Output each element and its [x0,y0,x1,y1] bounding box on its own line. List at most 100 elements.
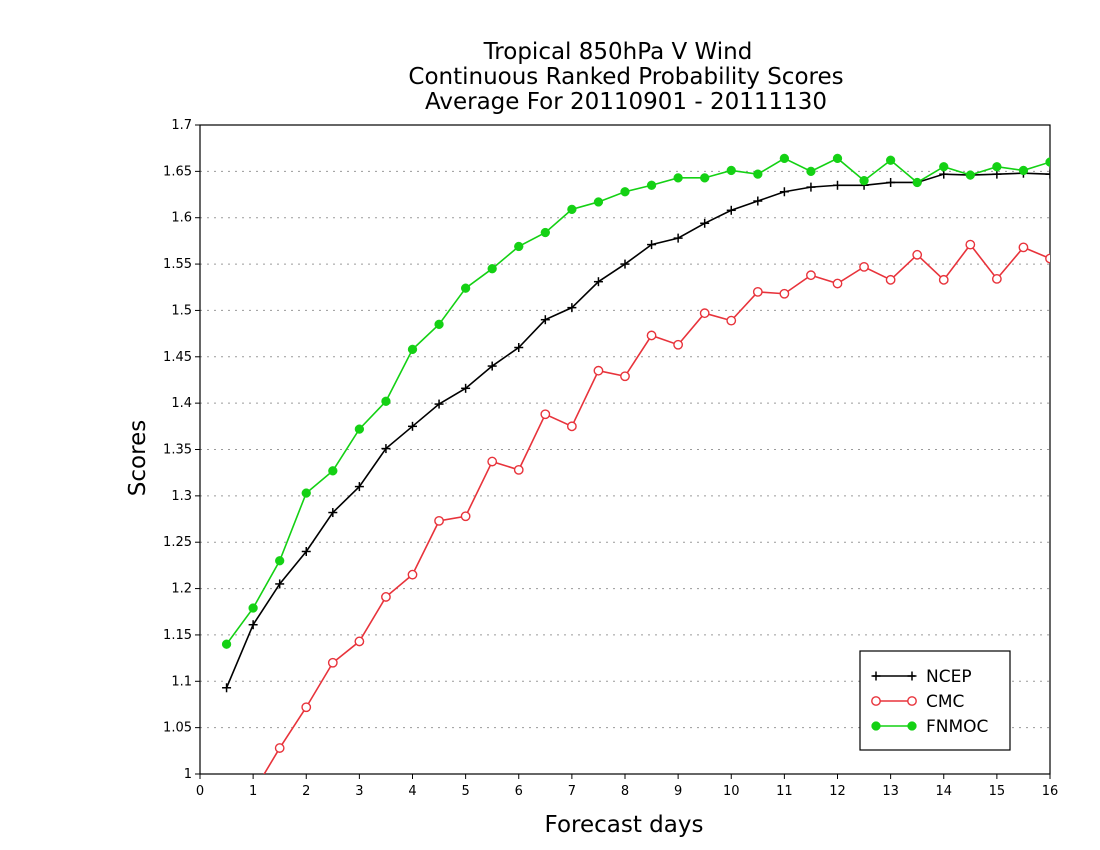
series-line [225,172,1050,689]
data-point [567,303,577,313]
data-point [222,683,232,693]
data-point [806,270,816,281]
y-tick-label: 1.6 [171,211,192,226]
legend: NCEP CMC FNMOC [859,650,1011,751]
x-tick-label: 1 [249,784,257,799]
data-point [779,153,790,164]
data-point [275,556,285,566]
x-tick-label: 9 [674,784,682,799]
data-point [859,175,869,186]
data-point [832,278,843,289]
data-point [408,421,417,431]
series-line [225,157,1050,645]
data-point [885,155,896,165]
data-point [673,233,683,243]
data-point [1018,165,1029,176]
data-point [593,197,604,207]
data-point [354,482,364,492]
series-fnmoc [221,153,1050,649]
series-cmc [263,239,1050,774]
data-point [646,330,657,341]
chart-title-line-1: Tropical 850hPa V Wind [483,39,753,65]
chart-title-line-2: Continuous Ranked Probability Scores [408,64,843,90]
data-point [487,361,497,371]
y-tick-label: 1.35 [163,443,192,458]
data-point [221,639,232,649]
data-point [513,464,524,475]
x-tick-label: 5 [461,784,469,799]
y-tick-label: 1 [184,767,192,782]
data-point [275,579,285,589]
y-tick-label: 1.05 [163,721,192,736]
data-point [912,177,922,188]
x-tick-label: 14 [935,784,952,799]
data-point [871,721,881,731]
x-tick-label: 2 [302,784,310,799]
data-point [992,162,1002,172]
legend-label: NCEP [926,667,972,687]
legend-item-cmc: CMC [871,692,964,712]
data-point [871,696,881,706]
data-point [514,343,524,353]
data-point [381,444,391,454]
data-point [514,241,524,252]
y-tick-label: 1.4 [171,396,192,411]
data-point [620,187,630,197]
x-tick-label: 8 [621,784,629,799]
data-point [540,227,550,238]
data-point [620,371,630,382]
series-ncep [222,168,1050,693]
data-point [646,180,657,190]
y-axis-label: Scores [125,420,151,496]
data-point [1045,169,1050,179]
data-point [753,196,763,206]
data-point [779,187,789,197]
legend-label: FNMOC [926,717,988,737]
data-point [248,603,258,613]
chart-title-line-3: Average For 20110901 - 20111130 [425,89,827,115]
data-point [540,409,551,420]
data-point [566,421,577,432]
y-tick-label: 1.15 [163,628,192,643]
y-tick-label: 1.45 [163,350,192,365]
y-tick-label: 1.5 [171,303,192,318]
data-point [939,162,949,172]
data-point [434,319,444,329]
data-point [381,396,391,406]
data-point [965,239,976,250]
x-tick-label: 10 [723,784,740,799]
data-point [274,743,285,753]
data-point [885,274,896,285]
data-point [327,657,338,668]
data-point [354,636,365,647]
data-point [461,383,471,393]
series-line [263,243,1050,774]
data-point [328,466,338,476]
data-point [487,264,497,274]
y-tick-label: 1.65 [163,164,192,179]
x-tick-label: 0 [196,784,204,799]
data-point [806,182,816,192]
data-point [673,339,684,350]
data-point [593,365,604,376]
series-group [221,153,1050,774]
data-point [938,274,949,285]
data-point [726,165,736,176]
y-tick-label: 1.2 [171,582,192,597]
data-point [301,702,312,713]
legend-items: NCEP CMC FNMOC [871,667,988,737]
data-point [699,308,710,319]
data-point [301,546,311,556]
data-point [460,283,471,293]
data-point [871,671,881,681]
x-tick-label: 16 [1042,784,1059,799]
x-tick-label: 7 [568,784,576,799]
y-axis: 1 1.05 1.1 1.15 1.2 1.25 1.3 1.35 1.4 1.45 1.5 1.55… [163,118,200,782]
data-point [620,259,630,269]
data-point [700,173,710,183]
data-point [907,671,917,681]
data-point [540,315,550,325]
data-point [700,218,710,228]
data-point [248,620,258,630]
